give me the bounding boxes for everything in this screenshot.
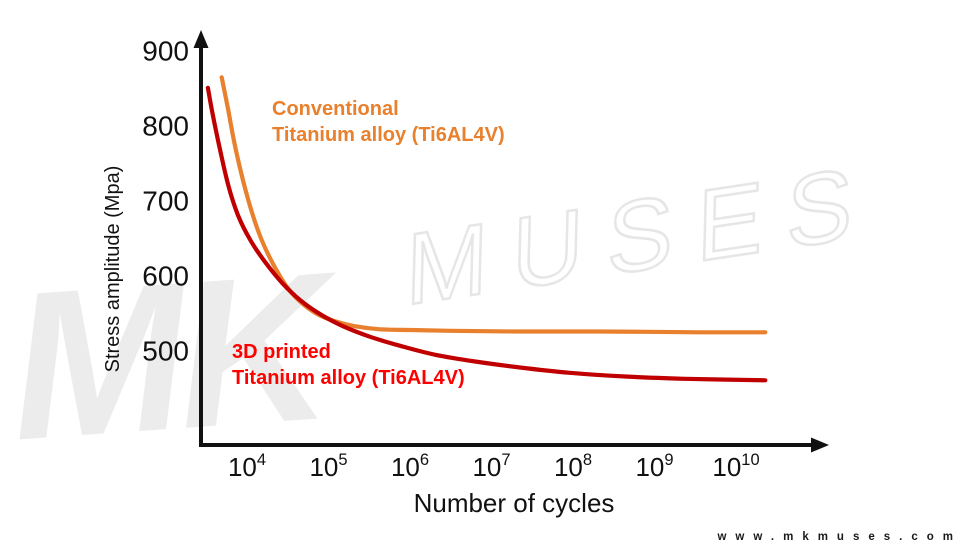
- series-curves: [205, 75, 768, 383]
- x-tick-label: 109: [635, 451, 673, 482]
- y-tick-label: 600: [142, 261, 189, 292]
- series-label-conventional: Conventional: [272, 98, 399, 120]
- x-tick-label: 104: [228, 451, 266, 482]
- y-axis-tick-labels: 900 800 700 600 500: [142, 36, 189, 367]
- x-tick-label: 1010: [712, 451, 759, 482]
- series-curve-3d-printed: [205, 85, 768, 383]
- series-label-3d-printed: Titanium alloy (Ti6AL4V): [232, 367, 465, 389]
- watermark-group: MK MUSES: [3, 143, 879, 485]
- x-tick-label: 108: [554, 451, 592, 482]
- website-url: www.mkmuses.com: [716, 531, 962, 543]
- series-label-conventional: Titanium alloy (Ti6AL4V): [272, 124, 505, 146]
- x-tick-label: 105: [309, 451, 347, 482]
- mk-logo-watermark: MK: [3, 227, 351, 485]
- y-axis-title: Stress amplitude (Mpa): [102, 166, 124, 373]
- series-label-3d-printed: 3D printed: [232, 341, 331, 363]
- y-tick-label: 800: [142, 111, 189, 142]
- y-tick-label: 700: [142, 186, 189, 217]
- y-tick-label: 500: [142, 336, 189, 367]
- y-axis-arrowhead: [193, 30, 209, 48]
- x-tick-label: 107: [472, 451, 510, 482]
- x-axis-title: Number of cycles: [414, 488, 615, 518]
- x-tick-label: 106: [391, 451, 429, 482]
- x-axis-arrowhead: [811, 437, 829, 453]
- y-tick-label: 900: [142, 36, 189, 67]
- axes: [193, 30, 829, 453]
- series-inline-labels: Conventional Titanium alloy (Ti6AL4V) 3D p…: [232, 98, 505, 389]
- muses-watermark: MUSES: [404, 144, 877, 327]
